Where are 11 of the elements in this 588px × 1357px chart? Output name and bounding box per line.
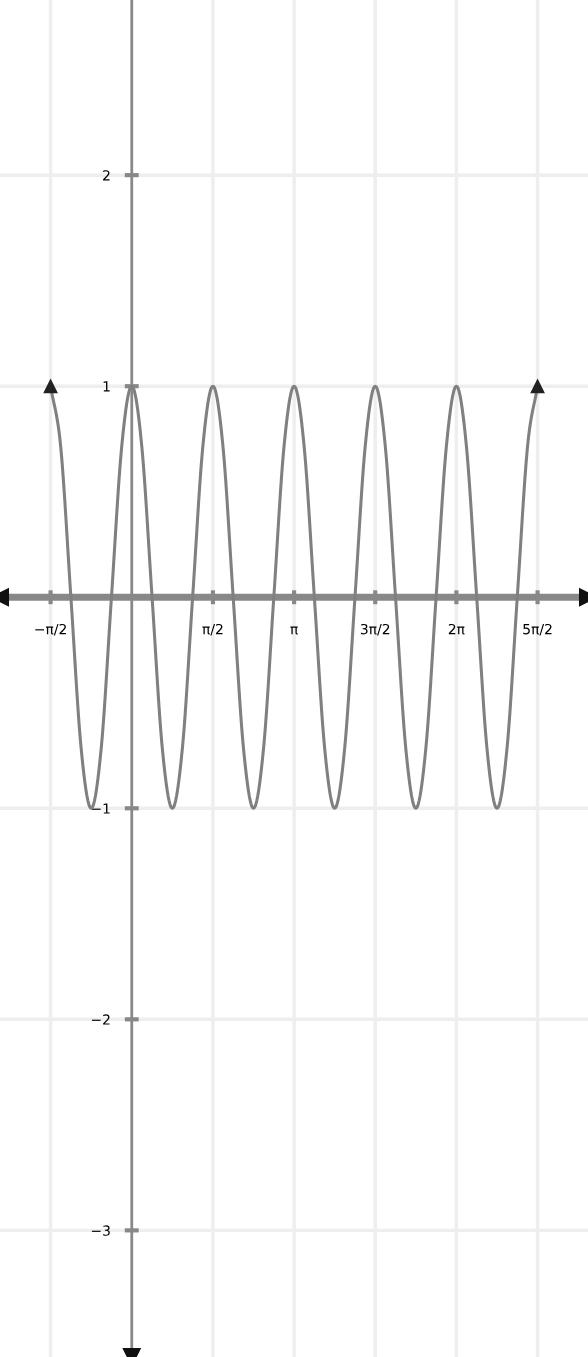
x-tick-label: π/2 [202,623,223,636]
y-tick-label: 1 [103,381,110,392]
y-tick-label: 2 [103,170,110,181]
y-tick-label: −2 [91,1014,110,1025]
x-tick-label: −π/2 [35,623,66,636]
x-tick-label: 3π/2 [360,623,390,636]
x-tick-label: 2π [448,623,465,635]
x-tick-label: 5π/2 [523,623,552,636]
y-tick-label: −3 [91,1225,110,1236]
y-tick-label: −1 [91,803,110,814]
x-tick-label: π [290,626,298,635]
